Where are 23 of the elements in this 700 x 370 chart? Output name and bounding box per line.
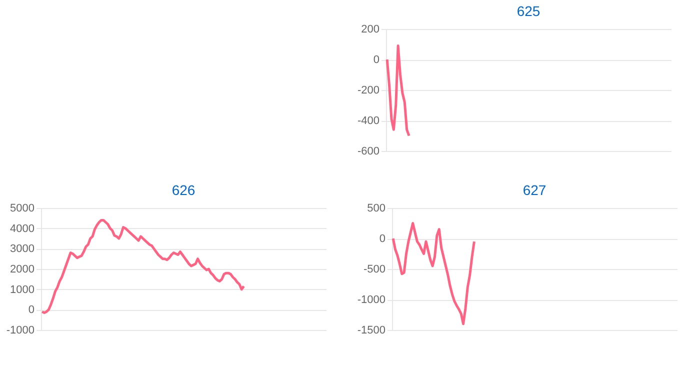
line-series bbox=[386, 44, 410, 137]
y-tick-label: -200 bbox=[357, 84, 380, 96]
y-tick-label: 500 bbox=[367, 202, 386, 214]
y-tick-label: 0 bbox=[28, 304, 34, 316]
y-tick-label: -600 bbox=[357, 146, 380, 158]
y-tick-label: 5000 bbox=[10, 202, 34, 214]
y-tick-label: 0 bbox=[373, 54, 380, 66]
y-tick-label: -400 bbox=[357, 115, 380, 127]
line-series bbox=[392, 222, 476, 326]
y-tick-label: 4000 bbox=[10, 222, 34, 235]
y-tick-label: -1500 bbox=[357, 324, 386, 336]
chart-title: 625 bbox=[516, 3, 540, 19]
line-series bbox=[40, 218, 246, 314]
chart-title: 626 bbox=[172, 182, 196, 198]
y-tick-label: 200 bbox=[361, 24, 380, 36]
y-tick-label: 1000 bbox=[10, 284, 34, 296]
y-tick-label: 0 bbox=[379, 233, 386, 245]
y-tick-label: -500 bbox=[363, 264, 386, 276]
y-tick-label: 3000 bbox=[10, 243, 34, 256]
y-tick-label: -1000 bbox=[6, 324, 34, 336]
y-tick-label: -1000 bbox=[357, 294, 386, 306]
y-tick-label: 2000 bbox=[10, 264, 34, 276]
chart-title: 627 bbox=[522, 182, 546, 198]
